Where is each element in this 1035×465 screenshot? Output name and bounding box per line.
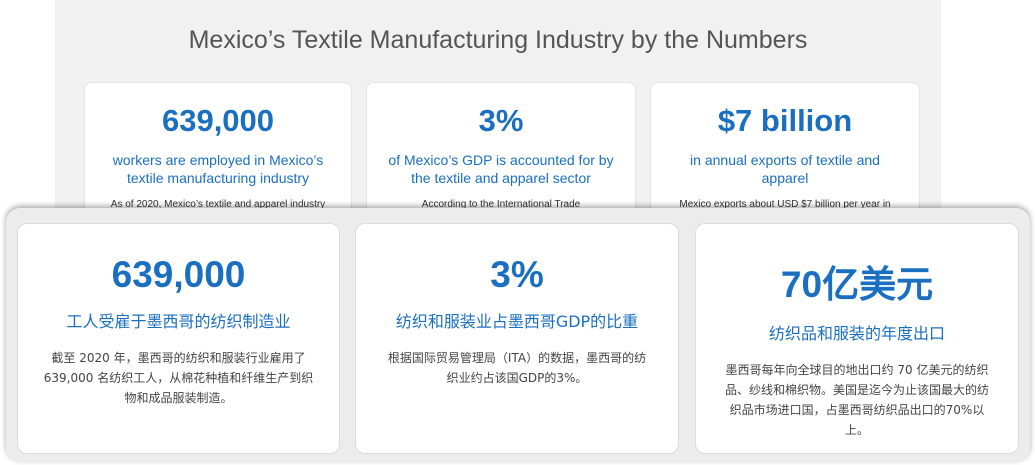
stat-note: 截至 2020 年，墨西哥的纺织和服装行业雇用了 639,000 名纺织工人，从… [43,351,314,405]
stat-description: of Mexico’s GDP is accounted for by the … [388,152,614,186]
stat-description: in annual exports of textile and apparel [690,152,880,186]
stat-card-gdp-zh: 3% 纺织和服装业占墨西哥GDP的比重 根据国际贸易管理局（ITA）的数据，墨西… [355,223,679,454]
stat-card-gdp: 3% of Mexico’s GDP is accounted for by t… [366,82,636,222]
stat-description: 工人受雇于墨西哥的纺织制造业 [66,312,291,331]
stat-number: 3% [478,103,524,138]
stat-number: 639,000 [111,254,246,295]
stat-note: 墨西哥每年向全球目的地出口约 70 亿美元的纺织品、纱线和棉织物。美国是迄今为止… [724,363,989,437]
stat-note: Mexico exports about USD $7 billion per … [679,199,891,210]
translation-overlay: 639,000 工人受雇于墨西哥的纺织制造业 截至 2020 年，墨西哥的纺织和… [6,208,1030,462]
stat-number: 70亿美元 [780,264,934,305]
stat-note: As of 2020, Mexico’s textile and apparel… [110,199,326,210]
stat-description: workers are employed in Mexico’s textile… [112,152,324,186]
background-panel: Mexico’s Textile Manufacturing Industry … [55,0,941,222]
stat-number: 639,000 [161,103,275,138]
stat-number: $7 billion [717,103,853,138]
stat-card-workers-zh: 639,000 工人受雇于墨西哥的纺织制造业 截至 2020 年，墨西哥的纺织和… [17,223,340,454]
stat-card-exports-zh: 70亿美元 纺织品和服装的年度出口 墨西哥每年向全球目的地出口约 70 亿美元的… [695,223,1019,454]
stat-note: According to the International Trade [421,199,581,210]
stat-number: 3% [490,254,544,295]
stat-card-workers: 639,000 workers are employed in Mexico’s… [84,82,352,222]
page-title: Mexico’s Textile Manufacturing Industry … [188,26,808,54]
stat-card-exports: $7 billion in annual exports of textile … [650,82,920,222]
stat-note: 根据国际贸易管理局（ITA）的数据，墨西哥的纺织业约占该国GDP的3%。 [387,351,647,385]
stat-description: 纺织和服装业占墨西哥GDP的比重 [395,312,639,331]
stat-description: 纺织品和服装的年度出口 [768,324,945,343]
